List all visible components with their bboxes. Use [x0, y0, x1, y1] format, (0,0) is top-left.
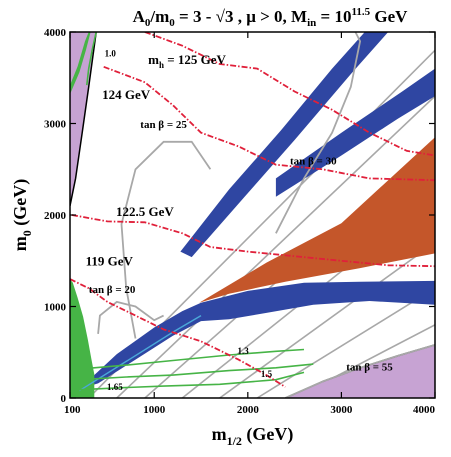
higgs-curve-0 [144, 32, 435, 157]
y-tick-label-2: 2000 [44, 210, 67, 222]
annotation-10: 1.5 [261, 369, 273, 379]
annotation-6: tan β = 20 [89, 284, 136, 296]
annotation-8: 1.0 [105, 49, 117, 59]
region-green-strip-top-left [70, 32, 91, 95]
annotation-11: 1.65 [107, 382, 123, 392]
x-tick-label-2: 2000 [237, 404, 260, 416]
chart-title: A0/m0 = 3 - √3 , μ > 0, Min = 1011.5 GeV [133, 6, 409, 29]
green-curve-2 [83, 348, 305, 370]
green-contours [77, 32, 314, 391]
y-tick-label-4: 4000 [44, 27, 67, 39]
higgs-curve-1 [103, 65, 435, 182]
title-slash-sub: 0 [169, 17, 175, 29]
gray-line-1 [116, 95, 435, 398]
y-title-sub: 0 [20, 230, 34, 236]
annotation-0: mh = 125 GeV [148, 52, 226, 70]
plot-area: mh = 125 GeV 124 GeV tan β = 25 tan β = 30 1… [70, 32, 435, 398]
title-unit: GeV [370, 7, 408, 26]
tanb-curve-2 [97, 300, 164, 334]
annotation-7: tan β = 55 [346, 362, 393, 374]
tanb-contours [97, 32, 435, 398]
y-tick-label-3: 3000 [44, 119, 67, 131]
x-title-sub: 1/2 [227, 434, 242, 448]
title-lead-sub: 0 [145, 17, 151, 29]
annotation-9: 1.3 [237, 346, 249, 356]
title-lead: A [133, 7, 146, 26]
x-tick-label-4: 4000 [413, 404, 436, 416]
cyan-boundary-line [79, 314, 202, 392]
annotation-1: 124 GeV [102, 87, 151, 102]
gray-line-5 [256, 287, 435, 398]
region-purple-bottom-right [285, 344, 435, 398]
green-curve-1 [79, 363, 314, 381]
x-title-unit: (GeV) [242, 424, 293, 445]
title-in-sub: in [307, 17, 316, 29]
region-blue-band-low-wedge [79, 302, 201, 389]
tanb-curve-3 [284, 344, 435, 398]
x-tick-label-0: 100 [64, 404, 81, 416]
title-eq: = 10 [316, 7, 351, 26]
title-rest: = 3 - √3 , μ > 0, M [175, 7, 307, 26]
x-axis-title: m1/2 (GeV) [212, 424, 294, 448]
shaded-regions [70, 32, 435, 398]
y-axis-title: m0 (GeV) [10, 179, 34, 251]
x-title-main: m [212, 424, 227, 444]
x-tick-label-3: 3000 [330, 404, 353, 416]
purple-top-left-boundary [70, 32, 97, 206]
annotation-4: 122.5 GeV [116, 204, 174, 219]
region-blue-band-middle [201, 280, 435, 322]
title-exp: 11.5 [351, 6, 370, 18]
y-tick-label-0: 0 [61, 393, 67, 405]
region-blue-band-upper [180, 32, 389, 258]
y-title-unit: (GeV) [10, 179, 31, 230]
region-blue-band-upper-right [275, 68, 435, 197]
y-title-main: m [10, 236, 30, 251]
title-slash: /m [149, 7, 169, 26]
annotation-2: tan β = 25 [140, 119, 187, 131]
x-tick-label-1: 1000 [143, 404, 166, 416]
y-tick-label-1: 1000 [44, 302, 67, 314]
axis-ticks: 100 1000 2000 3000 4000 0 1000 2000 3000 4000 [44, 27, 436, 416]
plot-annotations: mh = 125 GeV 124 GeV tan β = 25 tan β = 30 1… [86, 49, 394, 392]
higgs-mass-contours [70, 32, 435, 388]
green-curve-3 [86, 32, 97, 86]
tanb-curve-1 [275, 32, 362, 234]
green-curve-0 [77, 371, 305, 391]
tanb-curve-0 [120, 140, 212, 339]
gray-line-4 [219, 241, 435, 398]
annotation-3: tan β = 30 [290, 156, 337, 168]
higgs-curve-2 [71, 214, 435, 268]
higgs-curve-3 [70, 278, 286, 388]
annotation-5: 119 GeV [86, 253, 134, 268]
region-orange-wedge [199, 137, 435, 303]
